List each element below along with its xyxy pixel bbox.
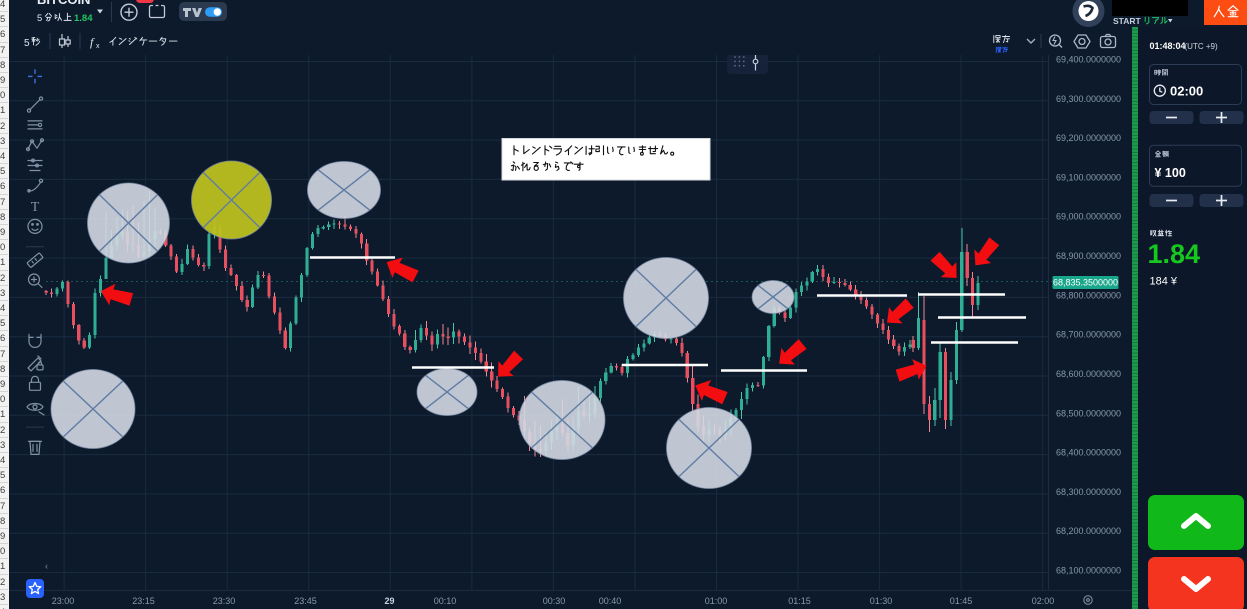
svg-text:68,800.0000000: 68,800.0000000 (1056, 290, 1121, 300)
svg-text:‹: ‹ (45, 561, 48, 571)
svg-text:68,700.0000000: 68,700.0000000 (1056, 330, 1121, 340)
svg-text:01:48:04: 01:48:04 (1150, 41, 1186, 51)
svg-text:00:30: 00:30 (543, 596, 566, 606)
svg-text:START: START (1113, 16, 1142, 26)
svg-text:184 ¥: 184 ¥ (1150, 276, 1178, 288)
svg-text:00:10: 00:10 (434, 596, 457, 606)
svg-text:01:15: 01:15 (788, 596, 811, 606)
svg-text:68,100.0000000: 68,100.0000000 (1056, 566, 1121, 576)
svg-text:23:00: 23:00 (52, 596, 75, 606)
svg-text:(UTC +9): (UTC +9) (1185, 42, 1218, 51)
svg-text:68,600.0000000: 68,600.0000000 (1056, 369, 1121, 379)
svg-text:x: x (96, 43, 100, 50)
svg-text:69,300.0000000: 69,300.0000000 (1056, 94, 1121, 104)
svg-text:68,500.0000000: 68,500.0000000 (1056, 408, 1121, 418)
svg-text:01:30: 01:30 (870, 596, 893, 606)
svg-text:69,400.0000000: 69,400.0000000 (1056, 55, 1121, 65)
svg-text:f: f (90, 35, 95, 49)
svg-text:01:00: 01:00 (705, 596, 728, 606)
svg-text:23:15: 23:15 (132, 596, 155, 606)
svg-text:01:45: 01:45 (950, 596, 973, 606)
svg-text:23:45: 23:45 (294, 596, 317, 606)
svg-text:5: 5 (37, 13, 42, 24)
svg-text:68,300.0000000: 68,300.0000000 (1056, 487, 1121, 497)
svg-text:5: 5 (24, 38, 30, 49)
svg-text:69,000.0000000: 69,000.0000000 (1056, 212, 1121, 222)
svg-text:1.84: 1.84 (74, 13, 93, 24)
svg-text:68,835.3500000: 68,835.3500000 (1053, 278, 1118, 288)
svg-text:69,100.0000000: 69,100.0000000 (1056, 172, 1121, 182)
svg-text:68,400.0000000: 68,400.0000000 (1056, 448, 1121, 458)
svg-text:68,200.0000000: 68,200.0000000 (1056, 526, 1121, 536)
svg-text:1.84: 1.84 (1148, 239, 1201, 269)
svg-text:¥ 100: ¥ 100 (1155, 166, 1186, 180)
svg-text:02:00: 02:00 (1032, 596, 1055, 606)
svg-text:00:40: 00:40 (599, 596, 622, 606)
svg-text:T: T (31, 200, 40, 215)
svg-text:69,200.0000000: 69,200.0000000 (1056, 133, 1121, 143)
svg-text:68,900.0000000: 68,900.0000000 (1056, 251, 1121, 261)
svg-text:29: 29 (384, 596, 394, 606)
svg-text:23:30: 23:30 (213, 596, 236, 606)
svg-text:02:00: 02:00 (1170, 84, 1203, 99)
